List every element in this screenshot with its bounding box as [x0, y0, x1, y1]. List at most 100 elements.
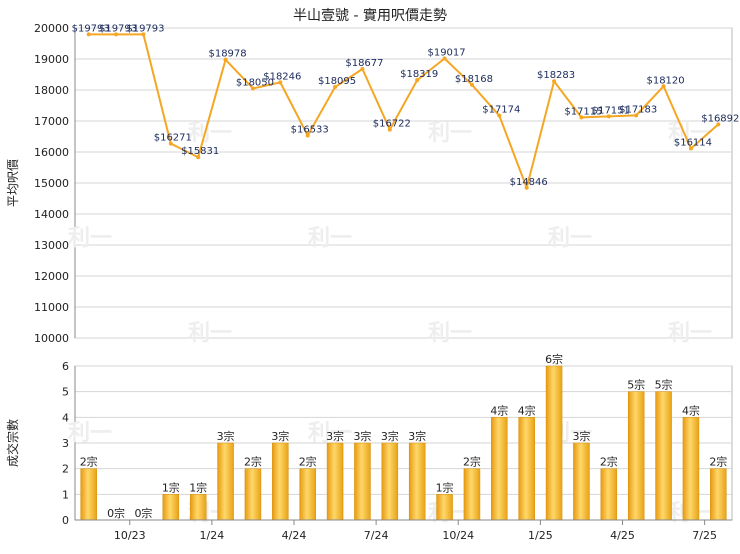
- count-bar: [463, 468, 481, 521]
- count-data-label: 4宗: [682, 403, 700, 417]
- count-bar: [326, 442, 344, 521]
- price-point: [688, 146, 693, 151]
- count-bar: [627, 391, 645, 521]
- price-tick-label: 10000: [34, 332, 69, 345]
- watermark: 利一: [548, 226, 592, 251]
- watermark: 利一: [68, 421, 112, 446]
- price-point: [415, 78, 420, 83]
- count-data-label: 2宗: [709, 455, 727, 469]
- count-bar: [217, 442, 234, 521]
- count-data-label: 4宗: [518, 403, 536, 417]
- price-point: [360, 67, 365, 72]
- price-data-label: $18283: [537, 70, 575, 81]
- price-tick-label: 18000: [34, 84, 69, 97]
- price-line: [88, 33, 719, 189]
- price-tick-label: 12000: [34, 270, 69, 283]
- price-data-label: $15831: [181, 146, 219, 157]
- count-bar: [518, 417, 535, 521]
- watermark: 利一: [188, 121, 232, 146]
- price-data-label: $16533: [291, 124, 329, 135]
- count-data-label: 3宗: [572, 429, 590, 443]
- count-data-label: 6宗: [545, 352, 563, 366]
- price-point: [141, 32, 146, 37]
- count-tick-label: 1: [62, 488, 69, 501]
- price-data-label: $17174: [482, 105, 520, 116]
- count-bar: [162, 494, 180, 521]
- price-data-label: $17183: [619, 104, 657, 115]
- price-point: [168, 141, 173, 146]
- count-bar: [354, 442, 371, 521]
- price-data-label: $18978: [208, 49, 246, 60]
- price-data-label: $14846: [510, 177, 548, 188]
- x-tick-label: 10/24: [442, 529, 474, 542]
- count-bar: [299, 468, 316, 521]
- price-point: [86, 32, 91, 37]
- price-point: [606, 114, 611, 119]
- price-point: [497, 113, 502, 118]
- price-data-label: $18120: [646, 75, 684, 86]
- watermark: 利一: [668, 321, 712, 346]
- count-bar: [436, 494, 453, 521]
- price-data-label: $18677: [345, 58, 383, 69]
- price-data-label: $18319: [400, 69, 438, 80]
- count-bar: [600, 468, 618, 521]
- price-point: [196, 155, 201, 160]
- price-tick-label: 17000: [34, 115, 69, 128]
- price-data-label: $18168: [455, 74, 493, 85]
- price-data-label: $17115: [564, 106, 602, 117]
- x-tick-label: 7/24: [364, 529, 389, 542]
- count-data-label: 5宗: [627, 378, 645, 392]
- price-point: [716, 122, 721, 127]
- count-bar: [682, 417, 700, 521]
- price-point: [524, 185, 529, 190]
- price-point: [442, 56, 447, 61]
- count-bar: [710, 468, 727, 521]
- count-bar: [189, 494, 207, 521]
- x-tick-label: 1/24: [200, 529, 225, 542]
- price-tick-label: 19000: [34, 53, 69, 66]
- price-data-label: $18246: [263, 71, 301, 82]
- count-tick-label: 0: [62, 514, 69, 527]
- count-tick-label: 6: [62, 360, 69, 373]
- x-tick-label: 4/25: [610, 529, 635, 542]
- price-data-label: $18050: [236, 77, 274, 88]
- count-bar: [655, 391, 672, 521]
- price-point: [661, 84, 666, 89]
- watermark: 利一: [68, 226, 112, 251]
- price-point: [223, 57, 228, 62]
- count-data-label: 2宗: [600, 455, 618, 469]
- price-point: [114, 32, 119, 37]
- price-data-label: $18095: [318, 76, 356, 87]
- count-tick-label: 2: [62, 463, 69, 476]
- price-data-label: $19017: [427, 47, 465, 58]
- price-data-label: $19793: [99, 23, 137, 34]
- price-point: [387, 127, 392, 132]
- count-data-label: 2宗: [463, 455, 481, 469]
- count-bar: [408, 442, 426, 521]
- count-bar: [244, 468, 262, 521]
- x-tick-label: 1/25: [528, 529, 553, 542]
- count-data-label: 3宗: [353, 429, 371, 443]
- price-tick-label: 16000: [34, 146, 69, 159]
- count-data-label: 1宗: [162, 480, 180, 494]
- x-tick-label: 7/25: [692, 529, 717, 542]
- count-bar: [491, 417, 508, 521]
- count-data-label: 0宗: [107, 506, 125, 520]
- count-data-label: 1宗: [189, 480, 207, 494]
- price-data-label: $17151: [592, 105, 630, 116]
- price-tick-label: 20000: [34, 22, 69, 35]
- count-data-label: 2宗: [244, 455, 262, 469]
- price-tick-label: 15000: [34, 177, 69, 190]
- count-bar: [272, 442, 289, 521]
- chart-title: 半山壹號 - 實用呎價走勢: [293, 7, 447, 24]
- count-data-label: 4宗: [490, 403, 508, 417]
- price-point: [250, 86, 255, 91]
- watermark: 利一: [428, 121, 472, 146]
- count-axis-label: 成交宗數: [5, 419, 20, 467]
- price-point: [469, 82, 474, 87]
- price-point: [552, 79, 557, 84]
- count-data-label: 3宗: [217, 429, 235, 443]
- price-tick-label: 11000: [34, 301, 69, 314]
